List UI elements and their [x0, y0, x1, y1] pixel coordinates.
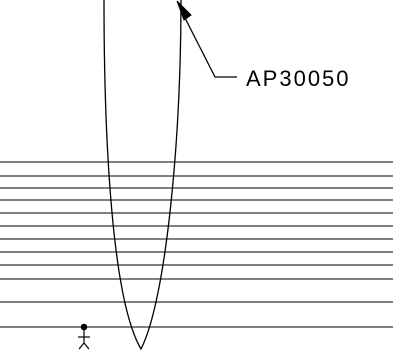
marker-left-leg: [78, 342, 85, 350]
marker-right-leg: [83, 342, 90, 350]
horizontal-lines-group: [0, 161, 393, 328]
callout-leader-line: [181, 11, 237, 78]
callout-arrowhead: [176, 0, 192, 21]
survey-marker-symbol: [78, 323, 90, 350]
callout-label: AP30050: [246, 66, 351, 91]
u-curve: [103, 0, 182, 350]
